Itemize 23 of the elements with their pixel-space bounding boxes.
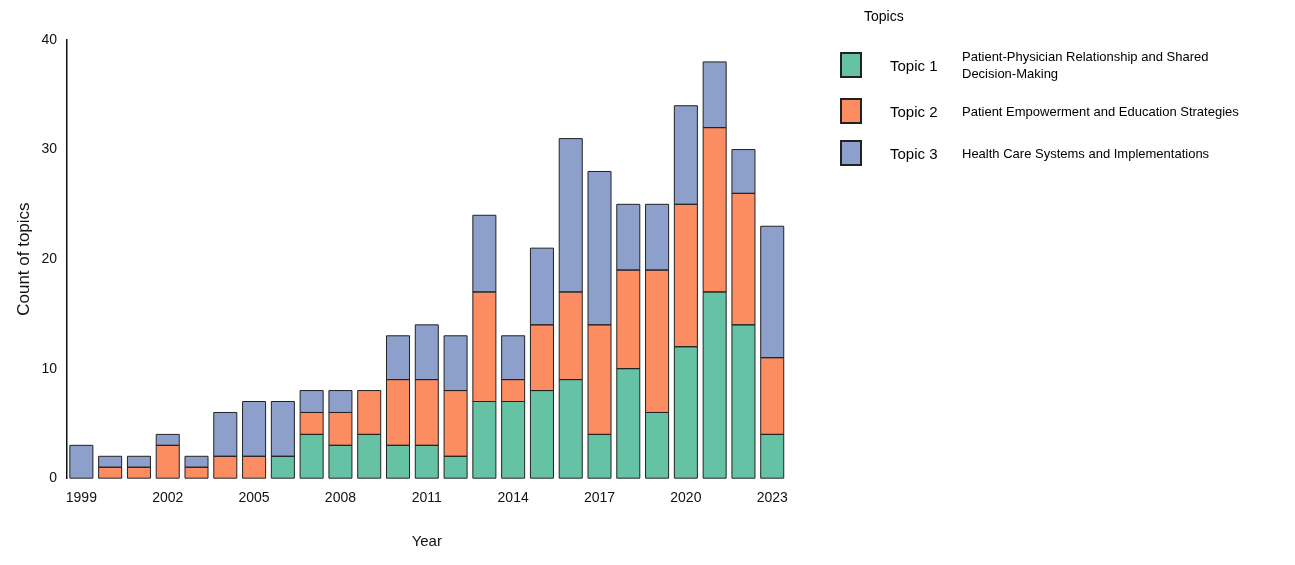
y-tick-label: 30: [41, 140, 58, 157]
x-tick-label: 2014: [497, 489, 529, 506]
legend-label: Topic 1: [890, 56, 939, 74]
x-tick-label: 2023: [756, 489, 789, 506]
text: Patient-Physician Relationship and Shared Decision-Making: [962, 48, 1210, 82]
x-tick-label: 2005: [238, 489, 270, 506]
x-tick-label: 2008: [324, 489, 357, 506]
legend-label: Topic 2: [890, 102, 939, 120]
x-tick-label: 2017: [583, 489, 616, 506]
x-tick-label: 2020: [670, 489, 702, 506]
y-axis-title: Count of topics: [13, 202, 33, 316]
x-tick-label: 2002: [152, 489, 184, 506]
legend-label: Topic 3: [890, 144, 939, 162]
x-tick-label: 2011: [411, 489, 443, 506]
x-tick-label: 1999: [65, 489, 98, 506]
y-tick-label: 40: [41, 30, 58, 47]
legend-title: Topics: [864, 8, 905, 24]
y-tick-label: 20: [41, 249, 58, 266]
x-axis-title: Year: [411, 532, 442, 550]
y-tick-label: 10: [41, 359, 58, 376]
text: Patient Empowerment and Education Strategies: [962, 102, 1240, 120]
y-tick-label: 0: [49, 469, 58, 486]
text: Health Care Systems and Implementations: [962, 144, 1211, 162]
